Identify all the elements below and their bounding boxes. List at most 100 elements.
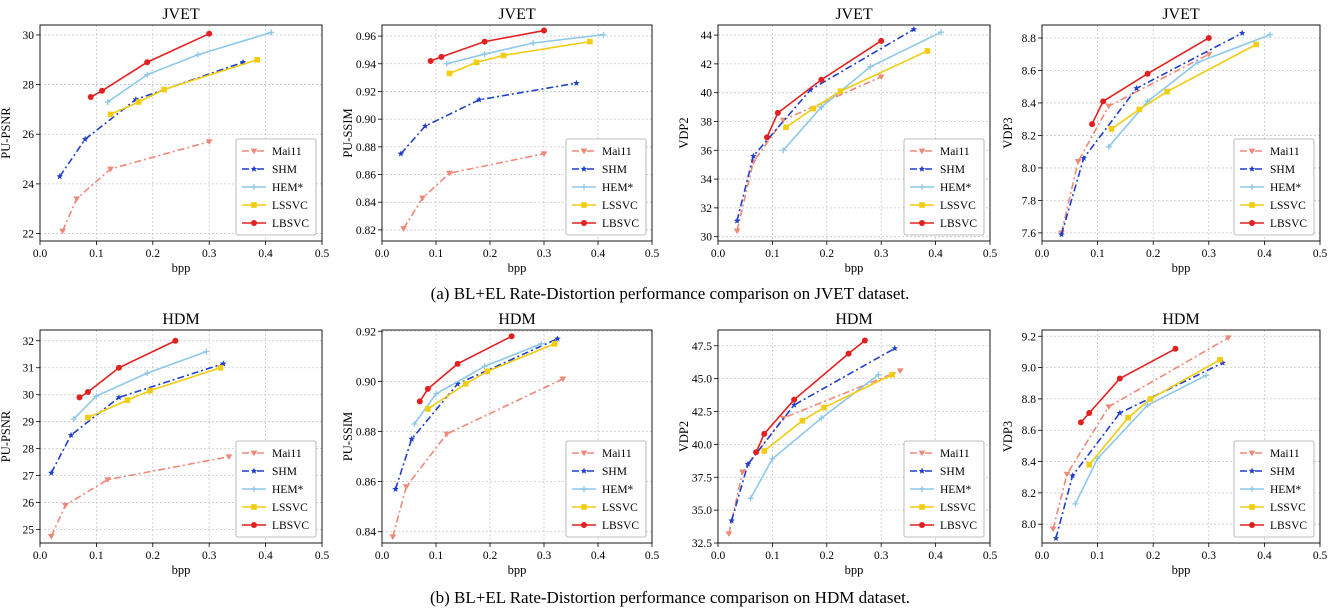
- data-point: [84, 389, 91, 396]
- data-point: [1094, 455, 1101, 462]
- data-point: [845, 350, 852, 357]
- legend-box: [235, 138, 317, 236]
- data-point: [600, 31, 607, 38]
- series-line-shm: [1060, 32, 1243, 235]
- legend-label: LBSVC: [940, 520, 977, 532]
- caption-b: (b) BL+EL Rate-Distortion performance co…: [429, 588, 911, 607]
- legend-label: LBSVC: [1270, 520, 1307, 532]
- series-group: [725, 337, 904, 537]
- legend-label: HEM*: [1270, 182, 1302, 194]
- y-tick-label: 30: [701, 232, 713, 244]
- data-point: [1072, 500, 1079, 507]
- data-point: [749, 159, 757, 165]
- data-point: [573, 79, 580, 86]
- y-tick-label: 45.0: [692, 374, 712, 386]
- y-tick-label: 0.96: [356, 31, 376, 43]
- legend-marker: [1248, 148, 1256, 155]
- data-point: [769, 455, 776, 462]
- y-tick-label: 32: [23, 336, 35, 348]
- data-point: [753, 449, 760, 456]
- series-group: [1058, 29, 1273, 238]
- x-tick-label: 0.4: [258, 550, 273, 562]
- data-point: [1203, 372, 1210, 379]
- legend-label: LBSVC: [272, 520, 309, 532]
- legend-box: [565, 440, 647, 538]
- x-tick-label: 0.4: [928, 248, 943, 260]
- legend-label: Mai11: [1270, 448, 1300, 460]
- x-tick-label: 0.0: [1035, 550, 1050, 562]
- legend-marker: [919, 486, 925, 492]
- x-tick-label: 0.1: [429, 248, 444, 260]
- chart-title: JVET: [162, 6, 200, 23]
- data-point: [1105, 103, 1113, 110]
- data-point: [733, 228, 741, 235]
- y-tick-label: 7.8: [1022, 195, 1037, 207]
- data-point: [419, 195, 426, 202]
- data-point: [56, 173, 63, 180]
- data-point: [481, 363, 488, 370]
- data-point: [552, 340, 558, 347]
- legend-label: SHM: [602, 466, 627, 478]
- series-line-shm: [736, 28, 915, 222]
- legend-marker: [581, 220, 587, 226]
- data-point: [446, 170, 453, 177]
- legend-marker: [919, 504, 925, 510]
- data-point: [1086, 461, 1093, 468]
- legend-label: HEM*: [940, 484, 972, 496]
- y-tick-label: 0.92: [356, 326, 376, 338]
- y-tick-label: 8.0: [1022, 163, 1037, 175]
- data-point: [799, 417, 806, 424]
- legend-marker: [580, 148, 588, 155]
- x-tick-label: 0.5: [983, 550, 998, 562]
- legend-marker: [250, 450, 258, 457]
- data-point: [397, 150, 405, 157]
- x-tick-label: 0.4: [591, 550, 606, 562]
- y-tick-label: 42.5: [692, 407, 712, 419]
- x-tick-label: 0.1: [1090, 550, 1105, 562]
- data-point: [115, 364, 122, 371]
- data-point: [807, 86, 814, 93]
- y-tick-label: 47.5: [692, 341, 712, 353]
- x-tick-label: 0.1: [89, 248, 104, 260]
- y-axis-label: PU-SSIM: [341, 412, 355, 461]
- x-tick-label: 0.3: [537, 248, 552, 260]
- plot-frame: [1041, 329, 1321, 544]
- data-point: [818, 415, 825, 422]
- y-tick-label: 8.2: [1022, 488, 1037, 500]
- data-point: [1116, 409, 1124, 416]
- legend-box: [1233, 440, 1315, 538]
- data-point: [924, 48, 931, 54]
- legend-label: HEM*: [602, 484, 634, 496]
- legend-label: SHM: [1270, 164, 1295, 176]
- legend-marker: [918, 165, 926, 172]
- y-tick-label: 25: [23, 525, 35, 537]
- series-group: [47, 337, 233, 540]
- legend-label: HEM*: [1270, 484, 1302, 496]
- legend-label: SHM: [272, 164, 297, 176]
- series-group: [733, 25, 945, 235]
- y-tick-label: 8.4: [1022, 457, 1037, 469]
- data-point: [1089, 121, 1096, 128]
- x-tick-label: 0.1: [765, 248, 780, 260]
- y-tick-label: 42: [701, 59, 713, 71]
- chart-title: HDM: [835, 311, 872, 328]
- x-tick-label: 0.0: [375, 248, 390, 260]
- x-tick-label: 0.3: [537, 550, 552, 562]
- y-tick-label: 28: [23, 444, 35, 456]
- data-point: [780, 147, 787, 154]
- data-point: [104, 477, 112, 483]
- legend-box: [903, 440, 985, 538]
- data-point: [48, 469, 55, 476]
- series-line-shm: [400, 82, 577, 155]
- y-tick-label: 0.86: [356, 477, 376, 489]
- y-tick-label: 8.0: [1022, 519, 1037, 531]
- data-point: [1105, 143, 1112, 150]
- data-point: [728, 517, 735, 524]
- data-point: [541, 27, 547, 34]
- legend-marker: [1249, 486, 1255, 492]
- series-line-mai11: [1060, 53, 1210, 234]
- x-axis-label: bpp: [1172, 563, 1191, 577]
- data-point: [1125, 414, 1131, 421]
- y-tick-label: 0.90: [356, 376, 376, 388]
- data-point: [254, 56, 260, 63]
